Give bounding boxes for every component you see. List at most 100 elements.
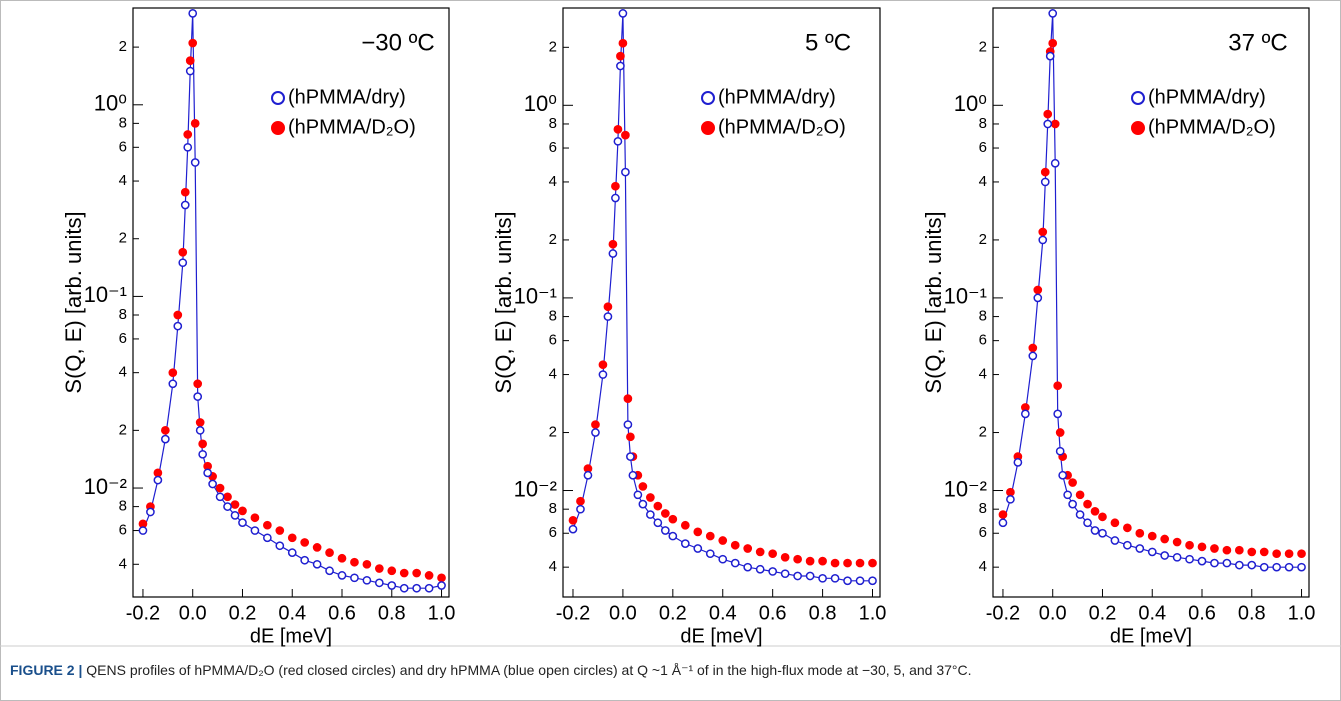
- data-point: [1147, 531, 1157, 541]
- plot-frame: [132, 7, 450, 598]
- data-point: [138, 526, 148, 535]
- data-point: [1043, 109, 1053, 119]
- data-point: [743, 544, 753, 553]
- data-point: [300, 555, 310, 565]
- data-point: [818, 556, 827, 566]
- data-point: [598, 360, 608, 370]
- data-point: [755, 547, 765, 557]
- data-point: [238, 518, 247, 527]
- data-point: [591, 420, 600, 429]
- y-tick-label: 4: [549, 366, 557, 383]
- data-point: [855, 576, 865, 586]
- data-point: [195, 426, 205, 435]
- data-point: [1090, 526, 1100, 535]
- data-point: [646, 510, 655, 519]
- data-point: [362, 575, 372, 585]
- data-point: [576, 504, 585, 514]
- data-point: [830, 573, 840, 583]
- data-point: [193, 392, 203, 401]
- data-point: [1110, 536, 1120, 545]
- data-point: [190, 158, 200, 167]
- x-tick-label: 1.0: [428, 602, 456, 624]
- x-tick-label: 0.4: [278, 602, 306, 624]
- data-point: [998, 518, 1008, 528]
- data-point: [730, 558, 740, 568]
- data-point: [215, 492, 225, 502]
- data-point: [805, 571, 815, 581]
- y-tick-label: 2: [979, 424, 987, 441]
- annotation: 37 ºC: [1228, 29, 1287, 56]
- data-point: [1083, 499, 1092, 509]
- data-point: [223, 492, 232, 502]
- data-point: [855, 558, 865, 568]
- y-tick-label: 4: [549, 173, 557, 190]
- y-tick-label: 2: [119, 230, 127, 247]
- data-point: [1098, 528, 1107, 538]
- data-point: [188, 38, 198, 48]
- x-tick-label: 0.2: [659, 602, 687, 624]
- data-point: [250, 513, 260, 523]
- x-axis-label: dE [meV]: [680, 625, 762, 647]
- data-point: [350, 557, 359, 567]
- data-point: [337, 553, 347, 563]
- x-tick-label: 0.2: [229, 602, 257, 624]
- data-point: [805, 556, 815, 566]
- x-tick-label: 1.0: [1288, 602, 1316, 624]
- data-point: [576, 496, 585, 506]
- data-point: [1006, 487, 1015, 497]
- data-point: [1053, 381, 1063, 391]
- y-tick-label: 10⁻²: [84, 474, 127, 499]
- data-point: [1110, 518, 1120, 528]
- data-point: [1050, 158, 1060, 168]
- data-point: [300, 538, 310, 547]
- data-point: [1090, 506, 1100, 516]
- legend-label: (hPMMA/dry): [718, 86, 836, 108]
- data-point: [1272, 549, 1282, 559]
- data-point: [611, 181, 620, 191]
- legend-label: (hPMMA/D₂O): [718, 116, 846, 138]
- x-tick-label: 0.6: [328, 602, 356, 624]
- data-point: [146, 507, 155, 517]
- y-tick-label: 2: [119, 421, 127, 438]
- x-axis-label: dE [meV]: [1110, 625, 1192, 647]
- caption: FIGURE 2 | QENS profiles of hPMMA/D₂O (r…: [10, 662, 972, 679]
- y-tick-label: 6: [979, 139, 987, 156]
- data-point: [203, 468, 212, 478]
- legend-label: (hPMMA/dry): [288, 86, 406, 108]
- data-point: [424, 583, 434, 593]
- x-tick-label: 0.8: [1238, 602, 1266, 624]
- data-point: [1055, 428, 1065, 437]
- data-point: [998, 510, 1008, 519]
- data-point: [1075, 490, 1085, 500]
- data-point: [718, 554, 728, 564]
- legend-label: (hPMMA/dry): [1148, 86, 1266, 108]
- x-tick-label: 0.8: [809, 602, 837, 624]
- data-point: [168, 368, 178, 378]
- y-tick-label: 2: [549, 424, 557, 441]
- data-point: [768, 567, 778, 576]
- data-point: [198, 449, 208, 459]
- legend-marker: [1131, 91, 1145, 105]
- data-point: [1197, 556, 1207, 566]
- data-point: [208, 479, 217, 489]
- data-point: [312, 543, 322, 552]
- x-tick-label: 0.2: [1089, 602, 1117, 624]
- data-point: [1185, 554, 1194, 564]
- data-point: [705, 531, 715, 541]
- data-point: [603, 302, 613, 312]
- data-point: [387, 581, 397, 590]
- data-point: [153, 468, 163, 478]
- data-point: [693, 527, 703, 537]
- y-tick-label: 10⁻¹: [944, 284, 987, 309]
- y-tick-label: 2: [119, 38, 127, 55]
- plot-frame: [992, 7, 1310, 598]
- data-point: [412, 568, 422, 578]
- data-point: [160, 426, 170, 435]
- data-point: [868, 576, 877, 586]
- data-point: [613, 125, 623, 134]
- data-point: [623, 420, 633, 429]
- y-tick-label: 8: [549, 308, 557, 325]
- data-point: [626, 432, 635, 442]
- data-point: [568, 516, 578, 525]
